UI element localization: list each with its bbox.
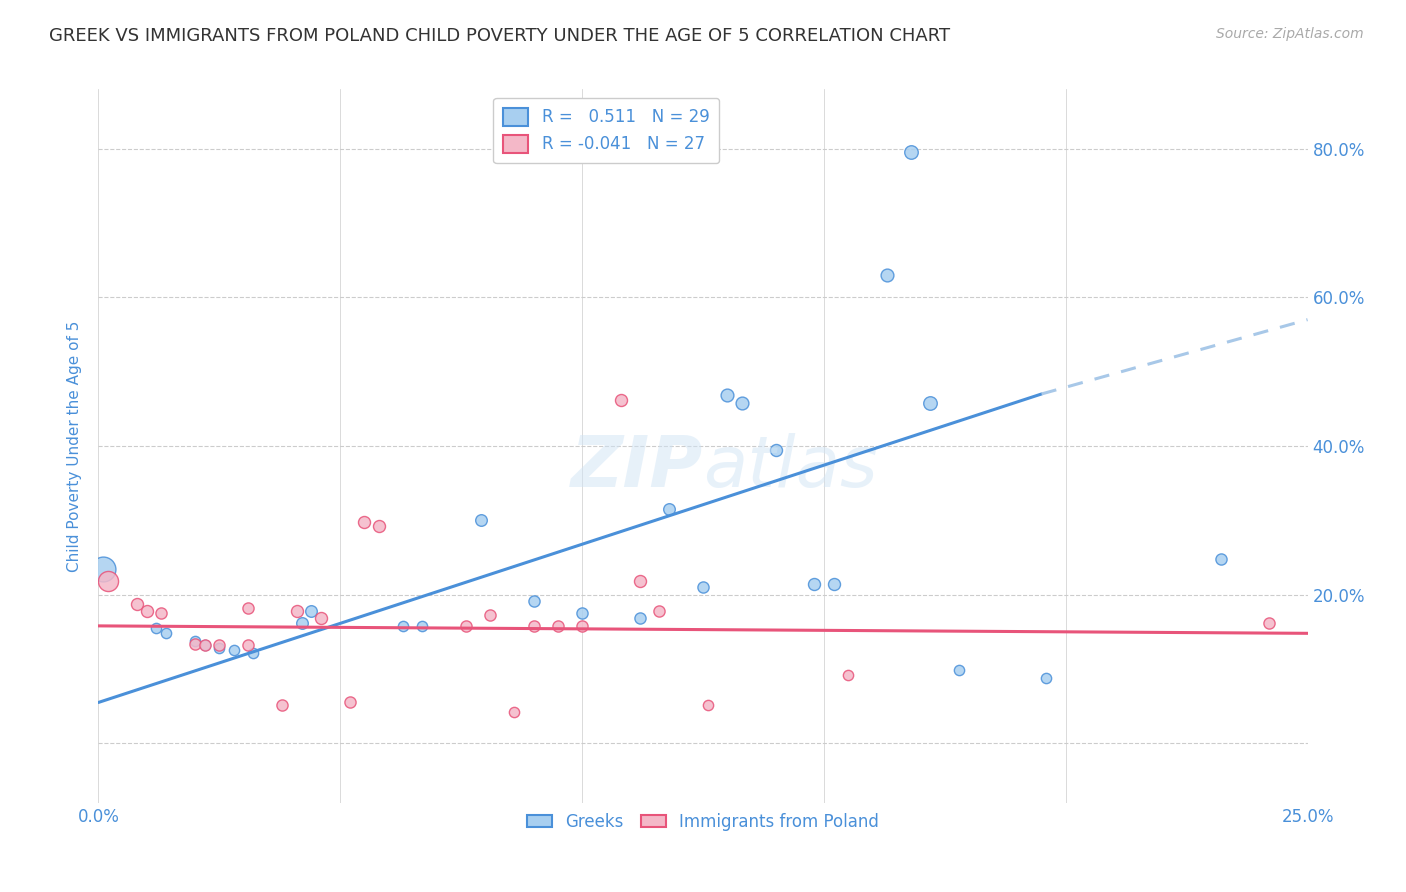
Text: atlas: atlas — [703, 433, 877, 502]
Point — [238, 638, 260, 652]
Point — [184, 633, 207, 648]
Point — [920, 396, 942, 410]
Point — [547, 619, 569, 633]
Text: GREEK VS IMMIGRANTS FROM POLAND CHILD POVERTY UNDER THE AGE OF 5 CORRELATION CHA: GREEK VS IMMIGRANTS FROM POLAND CHILD PO… — [49, 27, 950, 45]
Point — [454, 619, 477, 633]
Point — [696, 698, 718, 712]
Point — [135, 604, 157, 618]
Point — [208, 641, 231, 656]
Point — [127, 597, 149, 611]
Point — [290, 615, 312, 630]
Point — [91, 562, 114, 576]
Point — [823, 576, 845, 591]
Point — [97, 574, 120, 589]
Point — [222, 643, 245, 657]
Point — [1257, 615, 1279, 630]
Point — [523, 593, 546, 607]
Legend: Greeks, Immigrants from Poland: Greeks, Immigrants from Poland — [520, 806, 886, 838]
Point — [716, 388, 738, 402]
Point — [339, 696, 361, 710]
Text: Source: ZipAtlas.com: Source: ZipAtlas.com — [1216, 27, 1364, 41]
Point — [503, 705, 526, 719]
Point — [242, 646, 264, 660]
Point — [470, 513, 492, 527]
Point — [765, 442, 787, 457]
Point — [194, 638, 217, 652]
Text: ZIP: ZIP — [571, 433, 703, 502]
Point — [948, 664, 970, 678]
Point — [1209, 552, 1232, 566]
Point — [658, 502, 681, 516]
Point — [571, 619, 593, 633]
Point — [837, 668, 859, 682]
Point — [1035, 671, 1057, 685]
Point — [150, 607, 173, 621]
Point — [803, 576, 825, 591]
Point — [692, 580, 714, 594]
Point — [731, 396, 754, 410]
Point — [194, 638, 217, 652]
Point — [876, 268, 898, 282]
Point — [184, 637, 207, 651]
Point — [628, 611, 651, 625]
Point — [392, 619, 415, 633]
Point — [368, 519, 391, 533]
Point — [571, 607, 593, 621]
Point — [238, 601, 260, 615]
Point — [628, 574, 651, 589]
Point — [271, 698, 294, 712]
Point — [353, 515, 375, 529]
Point — [145, 621, 167, 635]
Point — [411, 619, 433, 633]
Y-axis label: Child Poverty Under the Age of 5: Child Poverty Under the Age of 5 — [67, 320, 83, 572]
Point — [523, 619, 546, 633]
Point — [155, 626, 177, 640]
Point — [208, 638, 231, 652]
Point — [648, 604, 671, 618]
Point — [900, 145, 922, 160]
Point — [309, 611, 332, 625]
Point — [479, 608, 502, 623]
Point — [299, 604, 322, 618]
Point — [610, 392, 633, 407]
Point — [285, 604, 308, 618]
